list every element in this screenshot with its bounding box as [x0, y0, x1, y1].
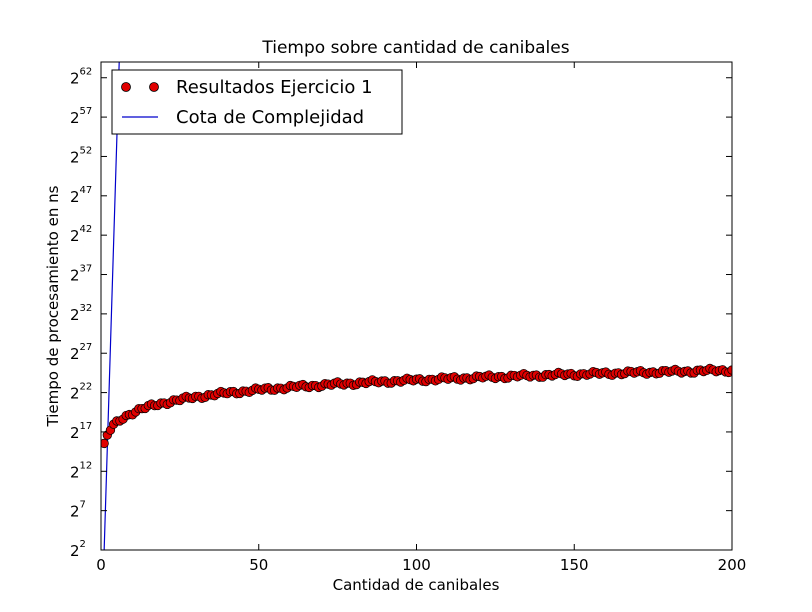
- y-tick-label: 212: [70, 460, 92, 481]
- y-tick-label: 257: [70, 106, 92, 127]
- data-point: [727, 365, 732, 375]
- x-axis-label: Cantidad de canibales: [333, 576, 500, 594]
- y-tick-label: 242: [70, 224, 92, 245]
- y-tick-label: 232: [70, 303, 92, 324]
- y-tick-label: 247: [70, 185, 92, 206]
- plot-area: [101, 62, 732, 550]
- y-tick-label: 227: [70, 342, 92, 363]
- legend: Resultados Ejercicio 1 Cota de Complejid…: [111, 69, 403, 135]
- x-tick-label: 150: [560, 556, 589, 574]
- y-axis: 22 27 212 217 222 227 232 237 242 247 252 257 262: [70, 67, 732, 560]
- y-tick-label: 252: [70, 145, 92, 166]
- legend-marker-results: [149, 82, 159, 92]
- legend-label-bound: Cota de Complejidad: [176, 107, 364, 128]
- data-point: [101, 438, 109, 449]
- y-tick-label: 262: [70, 67, 92, 88]
- y-tick-label: 22: [70, 539, 86, 560]
- y-tick-label: 237: [70, 264, 92, 285]
- x-tick-label: 200: [718, 556, 747, 574]
- legend-label-results: Resultados Ejercicio 1: [176, 77, 373, 98]
- y-tick-label: 27: [70, 500, 86, 521]
- y-tick-label: 217: [70, 421, 92, 442]
- x-tick-label: 50: [249, 556, 268, 574]
- y-tick-label: 222: [70, 382, 92, 403]
- x-tick-label: 100: [402, 556, 431, 574]
- x-tick-label: 0: [96, 556, 106, 574]
- chart-title: Tiempo sobre cantidad de canibales: [261, 38, 569, 58]
- legend-marker-results: [121, 82, 131, 92]
- legend-box: [111, 69, 403, 135]
- y-axis-label: Tiempo de procesamiento en ns: [44, 185, 62, 427]
- x-axis: 0 50 100 150 200: [96, 62, 746, 574]
